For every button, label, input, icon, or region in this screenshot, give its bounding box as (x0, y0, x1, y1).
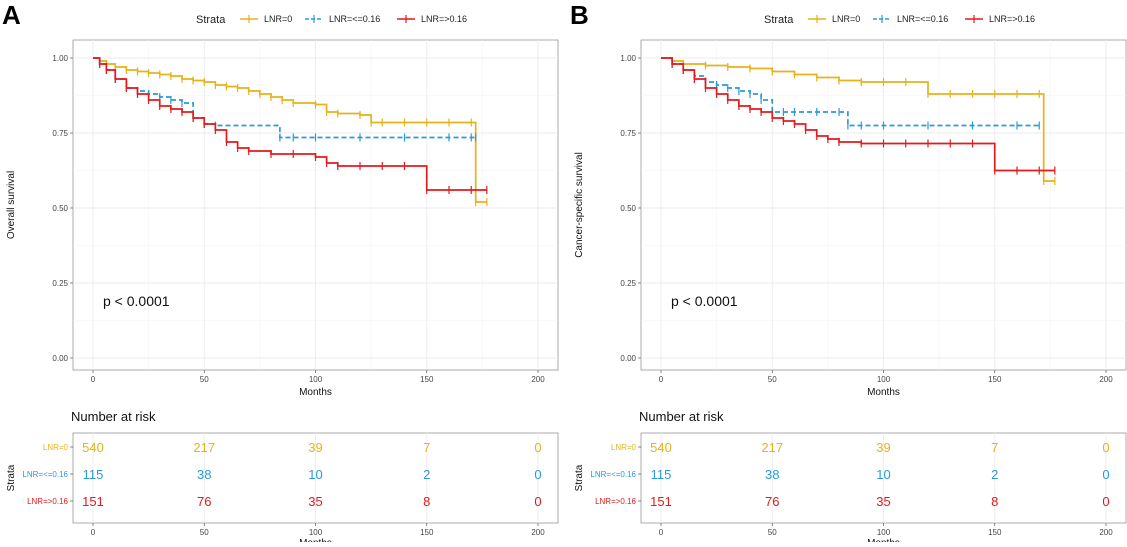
risk-count: 151 (650, 494, 672, 509)
legend: Strata LNR=0 LNR=<=0.16 LNR=>0.16 (764, 14, 1035, 26)
x-tick-label: 150 (988, 375, 1002, 384)
survival-curve-2 (93, 57, 476, 139)
risk-y-axis-label: Strata (6, 464, 17, 491)
risk-count: 217 (761, 440, 783, 455)
risk-x-tick-label: 50 (200, 528, 209, 537)
panel-letter: B (570, 0, 589, 30)
x-tick-label: 150 (420, 375, 434, 384)
risk-table-title: Number at risk (639, 409, 724, 424)
legend-entry-label: LNR=0 (264, 14, 292, 24)
risk-x-tick-label: 200 (531, 528, 545, 537)
legend-entry-label: LNR=<=0.16 (329, 14, 380, 24)
p-value: p < 0.0001 (671, 293, 738, 309)
risk-x-tick-label: 50 (768, 528, 777, 537)
risk-count: 0 (1102, 467, 1109, 482)
legend-entry-label: LNR=>0.16 (989, 14, 1035, 24)
y-tick-label: 0.50 (52, 204, 68, 213)
x-tick-label: 200 (531, 375, 545, 384)
risk-x-axis-label: Months (867, 538, 900, 542)
risk-count: 2 (991, 467, 998, 482)
risk-row-label: LNR=>0.16 (595, 497, 636, 506)
risk-count: 0 (534, 494, 541, 509)
x-tick-label: 50 (768, 375, 777, 384)
legend-entry-label: LNR=>0.16 (421, 14, 467, 24)
risk-x-tick-label: 150 (420, 528, 434, 537)
y-tick-label: 0.25 (620, 279, 636, 288)
x-tick-label: 0 (91, 375, 96, 384)
risk-table-title: Number at risk (71, 409, 156, 424)
risk-count: 0 (534, 467, 541, 482)
risk-count: 76 (197, 494, 211, 509)
legend: Strata LNR=0 LNR=<=0.16 LNR=>0.16 (196, 14, 467, 26)
legend-title: Strata (764, 14, 794, 26)
y-tick-label: 0.00 (620, 354, 636, 363)
risk-row-label: LNR=0 (611, 443, 637, 452)
risk-row-label: LNR=<=0.16 (590, 470, 636, 479)
risk-count: 7 (423, 440, 430, 455)
risk-count: 8 (423, 494, 430, 509)
legend-entry-label: LNR=<=0.16 (897, 14, 948, 24)
legend-entry-label: LNR=0 (832, 14, 860, 24)
risk-count: 0 (534, 440, 541, 455)
y-tick-label: 0.50 (620, 204, 636, 213)
panel-letter: A (2, 0, 21, 30)
x-tick-label: 0 (659, 375, 664, 384)
risk-count: 39 (876, 440, 890, 455)
risk-count: 35 (308, 494, 322, 509)
risk-count: 115 (651, 467, 672, 482)
risk-row-label: LNR=<=0.16 (22, 470, 68, 479)
risk-count: 38 (765, 467, 779, 482)
x-tick-label: 100 (877, 375, 891, 384)
risk-count: 10 (876, 467, 890, 482)
risk-count: 10 (308, 467, 322, 482)
panel-b: B Strata LNR=0 LNR=<=0.16 LNR=>0.16 0.00 0.25 0… (570, 0, 1127, 547)
y-axis-label: Overall survival (6, 171, 17, 239)
risk-x-tick-label: 0 (91, 528, 96, 537)
y-tick-label: 0.00 (52, 354, 68, 363)
risk-x-axis-label: Months (299, 538, 332, 542)
risk-x-tick-label: 150 (988, 528, 1002, 537)
panel-a: A Strata LNR=0 LNR=<=0.16 LNR=>0.16 0.00 0.25 0… (2, 0, 559, 547)
y-axis-label: Cancer-specific survival (574, 152, 585, 258)
risk-x-tick-label: 0 (659, 528, 664, 537)
x-axis-label: Months (299, 387, 332, 398)
risk-count: 115 (83, 467, 104, 482)
p-value: p < 0.0001 (103, 293, 170, 309)
risk-x-tick-label: 100 (877, 528, 891, 537)
risk-count: 39 (308, 440, 322, 455)
risk-count: 540 (650, 440, 672, 455)
risk-y-axis-label: Strata (574, 464, 585, 491)
y-tick-label: 1.00 (52, 54, 68, 63)
risk-x-tick-label: 100 (309, 528, 323, 537)
y-tick-label: 0.25 (52, 279, 68, 288)
risk-count: 540 (82, 440, 104, 455)
risk-row-label: LNR=0 (43, 443, 69, 452)
x-tick-label: 50 (200, 375, 209, 384)
legend-title: Strata (196, 14, 226, 26)
y-tick-label: 0.75 (620, 129, 636, 138)
risk-count: 7 (991, 440, 998, 455)
risk-x-tick-label: 200 (1099, 528, 1113, 537)
risk-count: 217 (193, 440, 215, 455)
y-tick-label: 0.75 (52, 129, 68, 138)
x-tick-label: 200 (1099, 375, 1113, 384)
risk-count: 38 (197, 467, 211, 482)
risk-count: 0 (1102, 440, 1109, 455)
y-tick-label: 1.00 (620, 54, 636, 63)
risk-count: 151 (82, 494, 104, 509)
risk-count: 8 (991, 494, 998, 509)
risk-count: 76 (765, 494, 779, 509)
risk-count: 0 (1102, 494, 1109, 509)
risk-count: 35 (876, 494, 890, 509)
risk-count: 2 (423, 467, 430, 482)
x-axis-label: Months (867, 387, 900, 398)
x-tick-label: 100 (309, 375, 323, 384)
risk-row-label: LNR=>0.16 (27, 497, 68, 506)
